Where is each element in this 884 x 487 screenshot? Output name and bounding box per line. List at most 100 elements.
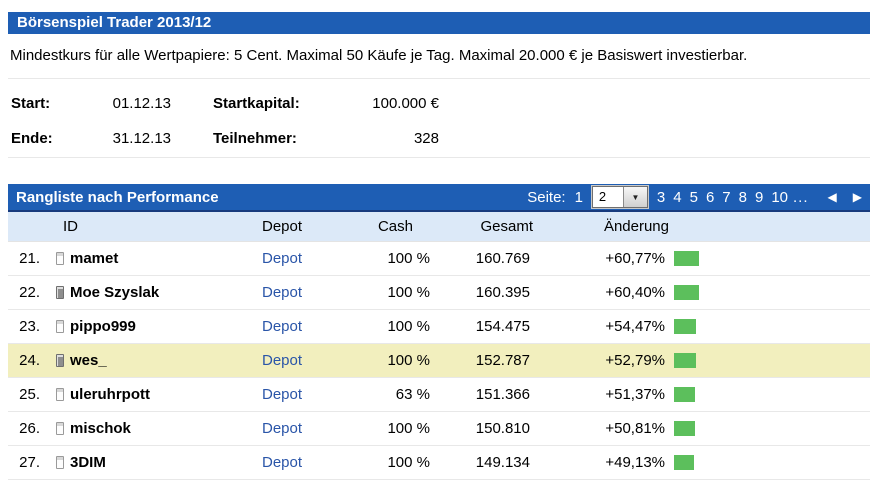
cash-cell: 100 % bbox=[350, 411, 434, 446]
user-icon bbox=[56, 285, 64, 299]
performance-bar bbox=[674, 319, 696, 335]
aenderung-cell: +54,47% bbox=[534, 309, 669, 344]
depot-link[interactable]: Depot bbox=[262, 453, 303, 471]
page-link[interactable]: 7 bbox=[722, 188, 731, 206]
user-icon bbox=[56, 421, 64, 435]
table-header-row: ID Depot Cash Gesamt Änderung bbox=[8, 212, 870, 242]
ende-label: Ende: bbox=[11, 130, 53, 147]
page-link[interactable]: 6 bbox=[705, 188, 715, 206]
divider bbox=[8, 78, 870, 79]
gesamt-cell: 160.395 bbox=[434, 275, 534, 310]
startkapital-label: Startkapital: bbox=[213, 95, 300, 112]
table-row: 21. mamet Depot 100 % 160.769 +60,77% bbox=[8, 241, 870, 276]
id-cell: mischok bbox=[46, 411, 254, 446]
game-info: Start: 01.12.13 Startkapital: 100.000 € … bbox=[11, 96, 870, 147]
depot-link[interactable]: Depot bbox=[262, 249, 303, 267]
trader-id: pippo999 bbox=[70, 317, 136, 335]
table-row: 24. wes_ Depot 100 % 152.787 +52,79% bbox=[8, 343, 870, 378]
teilnehmer-label: Teilnehmer: bbox=[213, 130, 297, 147]
depot-link[interactable]: Depot bbox=[262, 317, 303, 335]
rank-cell: 21. bbox=[8, 241, 46, 276]
bar-cell bbox=[669, 309, 870, 344]
depot-link[interactable]: Depot bbox=[262, 351, 303, 369]
gesamt-cell: 151.366 bbox=[434, 377, 534, 412]
page-link[interactable]: 3 bbox=[656, 188, 666, 206]
performance-bar bbox=[674, 251, 699, 267]
page-link[interactable]: 4 bbox=[673, 188, 682, 206]
page-label: Seite: bbox=[527, 188, 566, 206]
table-row: 27. 3DIM Depot 100 % 149.134 +49,13% bbox=[8, 445, 870, 480]
page-link[interactable]: 10 bbox=[771, 188, 789, 206]
depot-cell: Depot bbox=[254, 445, 350, 480]
page-link[interactable]: 5 bbox=[689, 188, 698, 206]
gesamt-cell: 152.787 bbox=[434, 343, 534, 378]
gesamt-cell: 160.769 bbox=[434, 241, 534, 276]
page-select[interactable]: 2 ▼ bbox=[591, 186, 648, 208]
page-links-before: 1 bbox=[571, 189, 587, 206]
rules-text: Mindestkurs für alle Wertpapiere: 5 Cent… bbox=[10, 47, 748, 64]
depot-link[interactable]: Depot bbox=[262, 283, 303, 301]
id-cell: pippo999 bbox=[46, 309, 254, 344]
id-cell: Moe Szyslak bbox=[46, 275, 254, 310]
depot-link[interactable]: Depot bbox=[262, 385, 303, 403]
id-column-header: ID bbox=[46, 212, 254, 242]
page-link[interactable]: 8 bbox=[738, 188, 747, 206]
page: Börsenspiel Trader 2013/12 Mindestkurs f… bbox=[8, 12, 870, 480]
trader-id: Moe Szyslak bbox=[70, 283, 160, 301]
start-label: Start: bbox=[11, 95, 51, 112]
table-row: 26. mischok Depot 100 % 150.810 +50,81% bbox=[8, 411, 870, 446]
user-icon bbox=[56, 455, 64, 469]
start-value: 01.12.13 bbox=[112, 95, 171, 112]
dropdown-arrow-icon[interactable]: ▼ bbox=[622, 187, 647, 207]
user-icon bbox=[56, 387, 64, 401]
rank-cell: 23. bbox=[8, 309, 46, 344]
depot-cell: Depot bbox=[254, 309, 350, 344]
trader-id: mamet bbox=[70, 249, 119, 267]
trader-id: uleruhrpott bbox=[70, 385, 150, 403]
user-icon bbox=[56, 251, 64, 265]
ende-value: 31.12.13 bbox=[112, 130, 171, 147]
page-select-value: 2 bbox=[592, 187, 623, 207]
aenderung-column-header: Änderung bbox=[534, 212, 669, 242]
rank-cell: 25. bbox=[8, 377, 46, 412]
startkapital-value: 100.000 € bbox=[372, 95, 439, 112]
depot-link[interactable]: Depot bbox=[262, 419, 303, 437]
trader-id: 3DIM bbox=[70, 453, 106, 471]
cash-cell: 100 % bbox=[350, 275, 434, 310]
bar-column-header bbox=[669, 212, 870, 242]
bar-cell bbox=[669, 377, 870, 412]
user-icon bbox=[56, 353, 64, 367]
cash-cell: 100 % bbox=[350, 309, 434, 344]
bar-cell bbox=[669, 411, 870, 446]
table-row: 25. uleruhrpott Depot 63 % 151.366 +51,37% bbox=[8, 377, 870, 412]
page-link[interactable]: 1 bbox=[574, 188, 583, 206]
rank-cell: 27. bbox=[8, 445, 46, 480]
depot-cell: Depot bbox=[254, 343, 350, 378]
depot-cell: Depot bbox=[254, 411, 350, 446]
rank-column-header bbox=[8, 212, 46, 242]
aenderung-cell: +60,77% bbox=[534, 241, 669, 276]
cash-cell: 100 % bbox=[350, 241, 434, 276]
cash-cell: 63 % bbox=[350, 377, 434, 412]
aenderung-cell: +60,40% bbox=[534, 275, 669, 310]
aenderung-cell: +51,37% bbox=[534, 377, 669, 412]
id-cell: wes_ bbox=[46, 343, 254, 378]
performance-bar bbox=[674, 421, 695, 437]
bar-cell bbox=[669, 275, 870, 310]
id-cell: 3DIM bbox=[46, 445, 254, 480]
bar-cell bbox=[669, 445, 870, 480]
depot-cell: Depot bbox=[254, 275, 350, 310]
id-cell: mamet bbox=[46, 241, 254, 276]
gesamt-cell: 154.475 bbox=[434, 309, 534, 344]
user-icon bbox=[56, 319, 64, 333]
divider bbox=[8, 157, 870, 158]
prev-page-icon[interactable]: ◀ bbox=[827, 190, 837, 204]
spacer bbox=[171, 131, 213, 147]
next-page-icon[interactable]: ▶ bbox=[852, 190, 862, 204]
gesamt-cell: 150.810 bbox=[434, 411, 534, 446]
page-link[interactable]: 9 bbox=[754, 188, 764, 206]
trader-id: mischok bbox=[70, 419, 131, 437]
ranking-table: ID Depot Cash Gesamt Änderung 21. mamet De… bbox=[8, 212, 870, 480]
page-title: Börsenspiel Trader 2013/12 bbox=[8, 12, 870, 34]
performance-bar bbox=[674, 285, 699, 301]
